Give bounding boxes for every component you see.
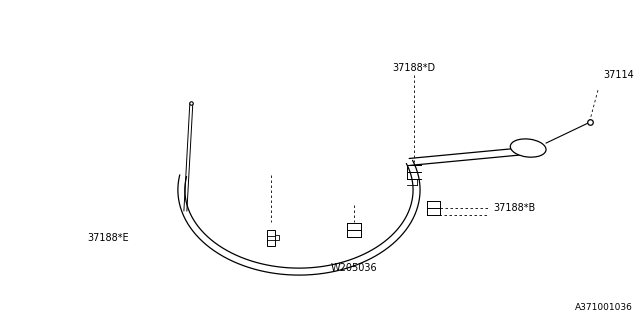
Bar (267, 230, 275, 246)
Bar (275, 235, 279, 240)
Text: A371001036: A371001036 (575, 303, 633, 312)
Ellipse shape (510, 139, 546, 157)
Text: 37188*B: 37188*B (493, 203, 536, 213)
Text: 37114: 37114 (603, 70, 634, 80)
Text: W205036: W205036 (330, 263, 377, 273)
Text: 37188*D: 37188*D (392, 63, 435, 73)
Text: 37188*E: 37188*E (88, 233, 129, 243)
